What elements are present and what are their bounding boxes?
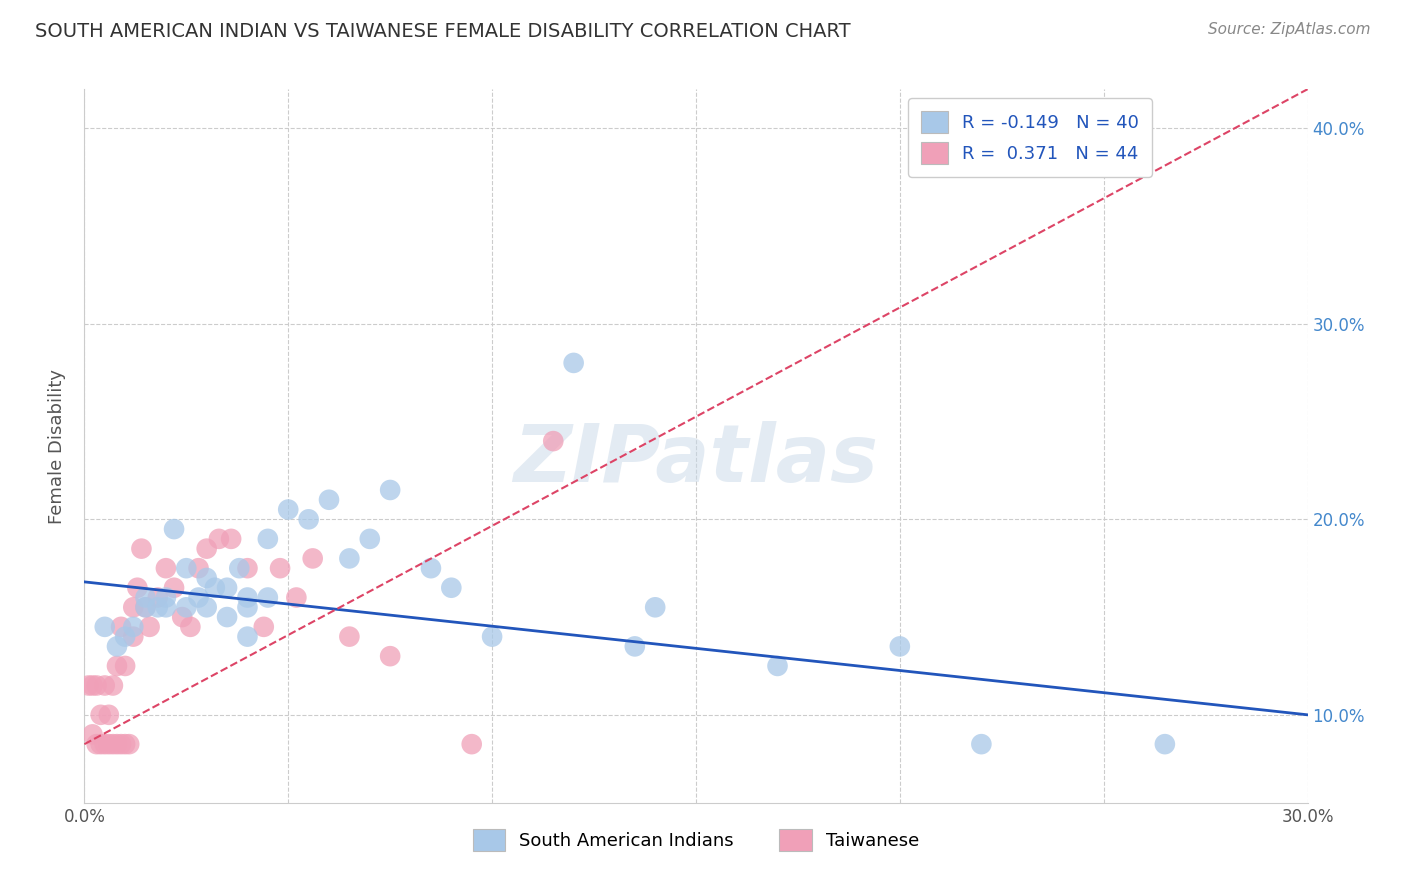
Legend: South American Indians, Taiwanese: South American Indians, Taiwanese xyxy=(465,822,927,858)
Point xyxy=(114,630,136,644)
Point xyxy=(461,737,484,751)
Point xyxy=(208,532,231,546)
Point xyxy=(277,502,299,516)
Text: ZIPatlas: ZIPatlas xyxy=(513,421,879,500)
Y-axis label: Female Disability: Female Disability xyxy=(48,368,66,524)
Point xyxy=(228,561,250,575)
Point xyxy=(1154,737,1177,751)
Point xyxy=(77,678,100,692)
Point xyxy=(543,434,565,449)
Point xyxy=(135,600,157,615)
Point xyxy=(97,737,120,751)
Point xyxy=(440,581,463,595)
Point xyxy=(93,737,115,751)
Point xyxy=(110,620,132,634)
Point xyxy=(236,600,259,615)
Point xyxy=(101,737,124,751)
Point xyxy=(195,600,218,615)
Point xyxy=(135,591,157,605)
Point xyxy=(187,561,209,575)
Point xyxy=(217,581,239,595)
Point xyxy=(195,571,218,585)
Point xyxy=(163,581,186,595)
Point xyxy=(101,678,124,692)
Point xyxy=(93,678,115,692)
Point xyxy=(146,591,169,605)
Point xyxy=(257,532,280,546)
Point xyxy=(155,600,177,615)
Text: Source: ZipAtlas.com: Source: ZipAtlas.com xyxy=(1208,22,1371,37)
Point xyxy=(90,737,112,751)
Point xyxy=(82,727,104,741)
Point xyxy=(86,678,108,692)
Point xyxy=(481,630,503,644)
Point xyxy=(339,630,361,644)
Point xyxy=(187,591,209,605)
Point xyxy=(380,649,402,664)
Point xyxy=(122,620,145,634)
Point xyxy=(236,561,259,575)
Point xyxy=(318,492,340,507)
Point xyxy=(105,737,128,751)
Point xyxy=(217,610,239,624)
Point xyxy=(86,737,108,751)
Point xyxy=(298,512,321,526)
Point xyxy=(163,522,186,536)
Point xyxy=(766,659,789,673)
Point xyxy=(380,483,402,497)
Point xyxy=(970,737,993,751)
Point xyxy=(219,532,242,546)
Point xyxy=(179,620,201,634)
Point xyxy=(114,659,136,673)
Point xyxy=(172,610,194,624)
Point xyxy=(135,600,157,615)
Point xyxy=(114,737,136,751)
Point xyxy=(105,659,128,673)
Point xyxy=(155,591,177,605)
Point xyxy=(644,600,666,615)
Point xyxy=(285,591,308,605)
Point xyxy=(257,591,280,605)
Point xyxy=(82,678,104,692)
Point xyxy=(253,620,276,634)
Point xyxy=(131,541,153,556)
Point xyxy=(110,737,132,751)
Point xyxy=(301,551,323,566)
Point xyxy=(127,581,149,595)
Point xyxy=(138,620,160,634)
Point xyxy=(97,707,120,722)
Point xyxy=(889,640,911,654)
Point xyxy=(420,561,443,575)
Point xyxy=(236,630,259,644)
Point xyxy=(195,541,218,556)
Point xyxy=(146,600,169,615)
Point xyxy=(236,591,259,605)
Point xyxy=(122,630,145,644)
Point xyxy=(624,640,647,654)
Point xyxy=(339,551,361,566)
Point xyxy=(105,640,128,654)
Point xyxy=(269,561,291,575)
Point xyxy=(93,620,115,634)
Point xyxy=(118,737,141,751)
Point xyxy=(174,561,197,575)
Point xyxy=(174,600,197,615)
Text: SOUTH AMERICAN INDIAN VS TAIWANESE FEMALE DISABILITY CORRELATION CHART: SOUTH AMERICAN INDIAN VS TAIWANESE FEMAL… xyxy=(35,22,851,41)
Point xyxy=(122,600,145,615)
Point xyxy=(359,532,381,546)
Point xyxy=(204,581,226,595)
Point xyxy=(90,707,112,722)
Point xyxy=(155,561,177,575)
Point xyxy=(562,356,585,370)
